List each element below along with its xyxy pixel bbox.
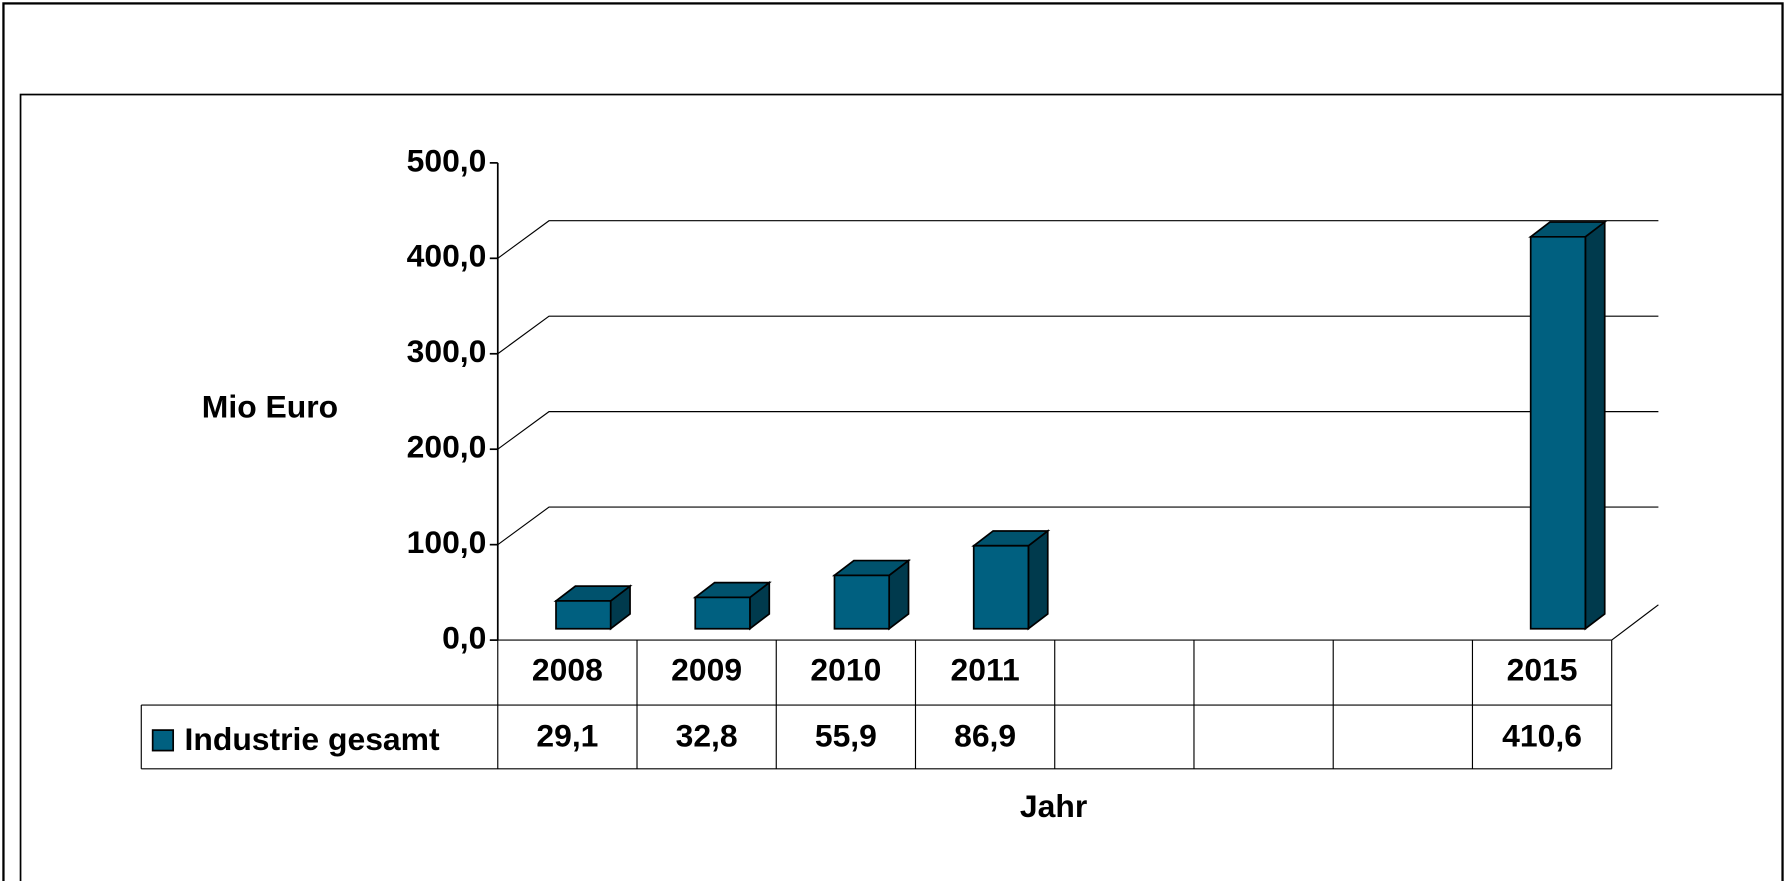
bar-side xyxy=(1584,220,1606,631)
y-tick-label: 300,0 xyxy=(407,333,487,369)
x-tick-label: 2009 xyxy=(671,651,742,687)
bar-front xyxy=(833,574,891,630)
y-tick-label: 200,0 xyxy=(407,429,487,465)
bar xyxy=(831,558,912,631)
x-axis-label: Jahr xyxy=(1020,788,1087,824)
data-label: 55,9 xyxy=(815,717,877,753)
plot-frame xyxy=(19,93,1784,881)
y-axis-label: Mio Euro xyxy=(202,388,338,424)
bar xyxy=(1528,220,1608,631)
y-tick-label: 400,0 xyxy=(407,238,487,274)
legend-label: Industrie gesamt xyxy=(185,721,440,757)
bar-front xyxy=(972,544,1030,630)
y-tick-label: 100,0 xyxy=(407,524,487,560)
legend-swatch xyxy=(151,729,175,752)
grid-line xyxy=(497,411,1659,450)
x-tick-label: 2015 xyxy=(1507,651,1578,687)
bar xyxy=(692,580,772,631)
x-tick-label: 2010 xyxy=(810,651,881,687)
grid-line xyxy=(497,315,1659,355)
bar xyxy=(553,584,633,631)
bar-side xyxy=(1027,529,1049,631)
data-label: 410,6 xyxy=(1502,717,1582,753)
data-label: 86,9 xyxy=(954,717,1016,753)
bar-front xyxy=(555,600,612,630)
grid-line xyxy=(497,506,1659,546)
x-tick-label: 2008 xyxy=(532,651,603,687)
data-label: 29,1 xyxy=(536,717,598,753)
y-tick-label: 500,0 xyxy=(407,142,487,178)
bar xyxy=(971,529,1051,631)
grid-line xyxy=(497,220,1659,259)
bar-front xyxy=(1529,235,1587,630)
y-tick-label: 0,0 xyxy=(442,620,486,656)
data-label: 32,8 xyxy=(676,717,738,753)
x-tick-label: 2011 xyxy=(951,651,1020,687)
bar-front xyxy=(694,596,751,630)
grid-line xyxy=(1611,604,1659,641)
